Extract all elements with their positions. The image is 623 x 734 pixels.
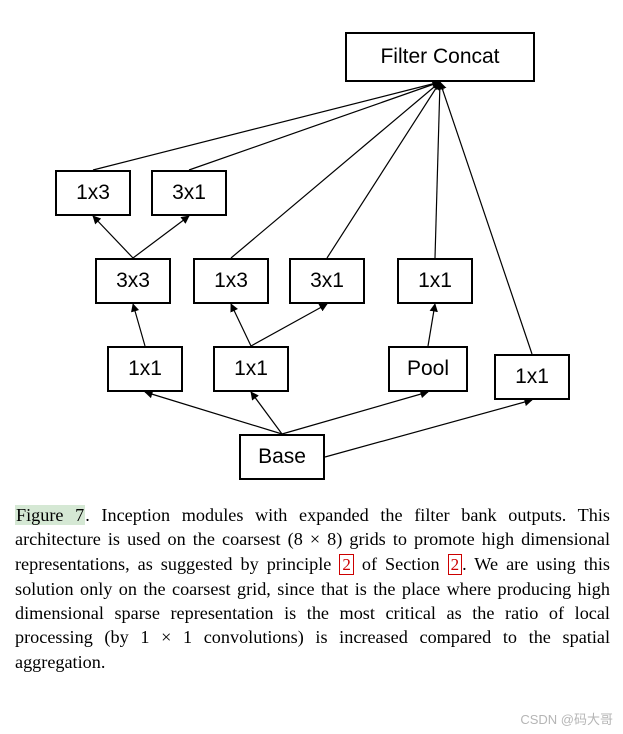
edge-n_1x1_br-filter_concat	[440, 82, 532, 354]
node-n_1x1_br: 1x1	[494, 354, 570, 400]
figure-caption: Figure 7. Inception modules with expande…	[15, 503, 610, 674]
node-filter_concat: Filter Concat	[345, 32, 535, 82]
node-n_1x3_top: 1x3	[55, 170, 131, 216]
edge-n_1x1_bm-n_3x1_mid	[251, 304, 327, 346]
node-n_3x1_mid: 3x1	[289, 258, 365, 304]
edge-n_base-n_1x1_br	[325, 400, 532, 457]
section-ref: 2	[448, 554, 463, 575]
edge-n_base-n_pool	[282, 392, 428, 434]
node-n_3x1_top: 3x1	[151, 170, 227, 216]
edge-n_3x1_mid-filter_concat	[327, 82, 440, 258]
edge-n_1x1_r2-filter_concat	[435, 82, 440, 258]
node-n_pool: Pool	[388, 346, 468, 392]
edge-n_3x1_top-filter_concat	[189, 82, 440, 170]
node-n_1x1_bm: 1x1	[213, 346, 289, 392]
node-n_1x3_mid: 1x3	[193, 258, 269, 304]
caption-text-2: of Section	[354, 554, 448, 574]
edge-n_3x3-n_1x3_top	[93, 216, 133, 258]
node-n_1x1_bl: 1x1	[107, 346, 183, 392]
watermark: CSDN @码大哥	[520, 709, 613, 728]
node-n_3x3: 3x3	[95, 258, 171, 304]
node-n_base: Base	[239, 434, 325, 480]
principle-ref: 2	[339, 554, 354, 575]
edge-n_base-n_1x1_bm	[251, 392, 282, 434]
edge-n_1x1_bm-n_1x3_mid	[231, 304, 251, 346]
edge-n_1x3_mid-filter_concat	[231, 82, 440, 258]
edge-n_1x1_bl-n_3x3	[133, 304, 145, 346]
edge-n_1x3_top-filter_concat	[93, 82, 440, 170]
figure-label: Figure 7	[15, 505, 85, 525]
edge-n_base-n_1x1_bl	[145, 392, 282, 434]
inception-diagram: Filter Concat1x33x13x31x33x11x11x11x1Poo…	[0, 0, 623, 500]
edge-n_3x3-n_3x1_top	[133, 216, 189, 258]
node-n_1x1_r2: 1x1	[397, 258, 473, 304]
edge-n_pool-n_1x1_r2	[428, 304, 435, 346]
